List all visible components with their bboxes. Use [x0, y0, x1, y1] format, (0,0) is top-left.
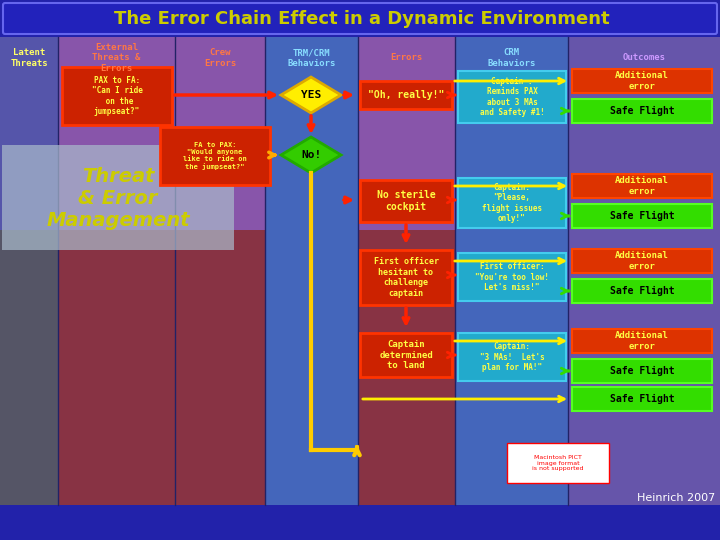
Text: "Oh, really!": "Oh, really!" [368, 90, 444, 100]
FancyBboxPatch shape [58, 37, 175, 230]
Text: Errors: Errors [390, 53, 423, 63]
Text: YES: YES [301, 90, 321, 100]
FancyBboxPatch shape [175, 230, 265, 505]
FancyBboxPatch shape [572, 387, 712, 411]
FancyBboxPatch shape [58, 230, 175, 505]
Text: External
Threats &
Errors: External Threats & Errors [92, 43, 140, 73]
FancyBboxPatch shape [3, 3, 717, 34]
Text: Crew
Errors: Crew Errors [204, 48, 236, 68]
Text: Captain
determined
to land: Captain determined to land [379, 340, 433, 370]
FancyBboxPatch shape [358, 230, 455, 505]
FancyBboxPatch shape [572, 174, 712, 198]
Text: Latent
Threats: Latent Threats [10, 48, 48, 68]
Text: Macintosh PICT
image format
is not supported: Macintosh PICT image format is not suppo… [532, 455, 584, 471]
Text: Safe Flight: Safe Flight [610, 394, 675, 404]
FancyBboxPatch shape [175, 37, 265, 230]
Text: TRM/CRM
Behaviors: TRM/CRM Behaviors [287, 48, 336, 68]
FancyBboxPatch shape [360, 333, 452, 377]
Text: Threat
& Error
Management: Threat & Error Management [46, 166, 190, 230]
Text: PAX to FA:
"Can I ride
 on the
jumpseat?": PAX to FA: "Can I ride on the jumpseat?" [91, 76, 143, 116]
FancyBboxPatch shape [2, 145, 234, 250]
Text: Additional
error: Additional error [615, 251, 669, 271]
FancyBboxPatch shape [360, 180, 452, 222]
Polygon shape [281, 77, 341, 113]
FancyBboxPatch shape [265, 37, 358, 230]
FancyBboxPatch shape [572, 329, 712, 353]
FancyBboxPatch shape [358, 37, 455, 230]
FancyBboxPatch shape [572, 359, 712, 383]
Text: Safe Flight: Safe Flight [610, 366, 675, 376]
Text: Additional
error: Additional error [615, 71, 669, 91]
FancyBboxPatch shape [455, 230, 568, 505]
Text: Heinrich 2007: Heinrich 2007 [636, 493, 715, 503]
Text: No sterile
cockpit: No sterile cockpit [377, 190, 436, 212]
FancyBboxPatch shape [455, 37, 568, 230]
FancyBboxPatch shape [568, 230, 720, 505]
FancyBboxPatch shape [62, 67, 172, 125]
FancyBboxPatch shape [572, 99, 712, 123]
Polygon shape [281, 137, 341, 173]
Text: The Error Chain Effect in a Dynamic Environment: The Error Chain Effect in a Dynamic Envi… [114, 10, 610, 28]
FancyBboxPatch shape [568, 37, 720, 230]
FancyBboxPatch shape [0, 37, 58, 230]
Text: Additional
error: Additional error [615, 176, 669, 195]
FancyBboxPatch shape [458, 253, 566, 301]
FancyBboxPatch shape [458, 333, 566, 381]
FancyBboxPatch shape [572, 69, 712, 93]
FancyBboxPatch shape [265, 230, 358, 505]
Text: Captain :
Reminds PAX
about 3 MAs
and Safety #1!: Captain : Reminds PAX about 3 MAs and Sa… [480, 77, 544, 117]
FancyBboxPatch shape [572, 279, 712, 303]
FancyBboxPatch shape [572, 204, 712, 228]
Text: Captain:
"3 MAs!  Let's
plan for MA!": Captain: "3 MAs! Let's plan for MA!" [480, 342, 544, 372]
Text: First officer
hesitant to
challenge
captain: First officer hesitant to challenge capt… [374, 258, 438, 298]
FancyBboxPatch shape [572, 249, 712, 273]
FancyBboxPatch shape [458, 178, 566, 228]
Text: Safe Flight: Safe Flight [610, 106, 675, 116]
Text: Safe Flight: Safe Flight [610, 211, 675, 221]
FancyBboxPatch shape [360, 81, 452, 109]
Text: FA to PAX:
"Would anyone
like to ride on
the jumpseat?": FA to PAX: "Would anyone like to ride on… [183, 142, 247, 170]
Text: Safe Flight: Safe Flight [610, 286, 675, 296]
Text: No!: No! [301, 150, 321, 160]
Text: CRM
Behaviors: CRM Behaviors [487, 48, 536, 68]
FancyBboxPatch shape [0, 230, 58, 505]
Text: Captain:
"Please,
flight issues
only!": Captain: "Please, flight issues only!" [482, 183, 542, 223]
Text: First officer:
"You're too low!
Let's miss!": First officer: "You're too low! Let's mi… [475, 262, 549, 292]
FancyBboxPatch shape [507, 443, 609, 483]
Text: Outcomes: Outcomes [623, 53, 665, 63]
FancyBboxPatch shape [160, 127, 270, 185]
FancyBboxPatch shape [458, 71, 566, 123]
Text: Additional
error: Additional error [615, 332, 669, 350]
FancyBboxPatch shape [360, 250, 452, 305]
